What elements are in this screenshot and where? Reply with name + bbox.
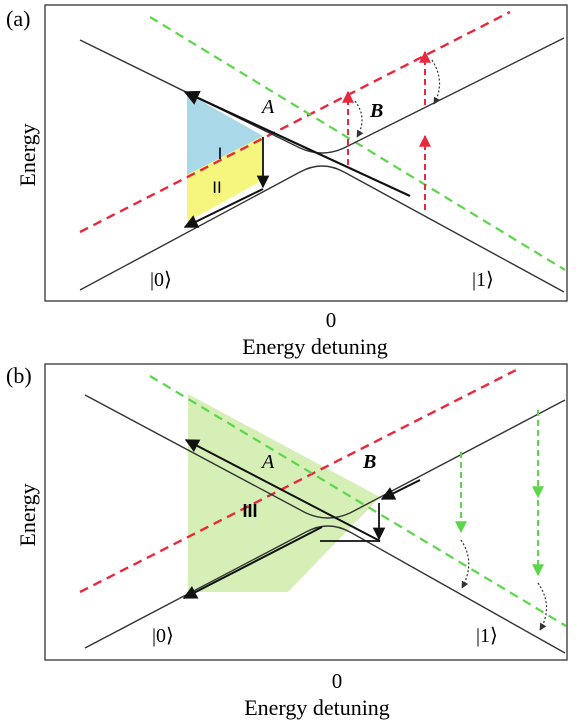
adiabatic-upper-curve: [84, 394, 566, 519]
panel-a-label: (a): [6, 6, 30, 31]
green-dashed-line: [149, 16, 566, 271]
relax-arrow-2: [431, 59, 441, 105]
panel-b-frame: [44, 363, 568, 661]
sweep-arrow-upper: [183, 90, 411, 197]
region-I-label: I: [218, 144, 223, 163]
y-axis-label: Energy: [15, 483, 40, 546]
relax-arrow-1: [354, 100, 364, 138]
region-II-fill: [187, 136, 263, 222]
panel-a-frame: [44, 4, 568, 302]
region-II-label: II: [212, 178, 221, 197]
state-0-label: |0⟩: [152, 625, 174, 647]
sweep-arrow-lower-long: [182, 526, 323, 599]
relax-arrow-2: [537, 582, 548, 631]
sweep-arrow-upper: [184, 439, 381, 542]
region-III-label: III: [242, 501, 257, 521]
label-A: A: [260, 451, 275, 473]
sweep-arrow-short: [380, 479, 421, 500]
relax-arrow-1: [460, 539, 470, 589]
red-dashed-line: [79, 366, 521, 594]
y-axis-label: Energy: [15, 123, 40, 186]
adiabatic-lower-curve: [84, 525, 566, 654]
green-dashed-line: [149, 375, 567, 627]
x-tick-zero: 0: [332, 669, 343, 693]
state-0-label: |0⟩: [150, 269, 172, 291]
state-1-label: |1⟩: [472, 269, 494, 291]
label-B: B: [369, 100, 383, 122]
adiabatic-lower-curve: [79, 165, 565, 293]
region-III-fill: [188, 394, 380, 592]
panel-b-label: (b): [6, 363, 32, 388]
state-1-label: |1⟩: [476, 625, 498, 647]
red-dashed-line: [79, 10, 511, 234]
x-tick-zero: 0: [326, 308, 337, 332]
adiabatic-upper-curve: [79, 37, 565, 154]
label-B: B: [362, 451, 376, 473]
panel-b: (b) III A B |0⟩ |1⟩ 0 Energy detu: [6, 363, 568, 720]
sweep-arrow-lower: [183, 188, 264, 228]
x-axis-label: Energy detuning: [244, 695, 390, 720]
x-axis-label: Energy detuning: [242, 334, 388, 359]
region-I-fill: [187, 93, 263, 175]
panel-a: (a) I II A B |0⟩ |1⟩ 0 Energy detu: [6, 4, 568, 359]
label-A: A: [260, 96, 275, 118]
